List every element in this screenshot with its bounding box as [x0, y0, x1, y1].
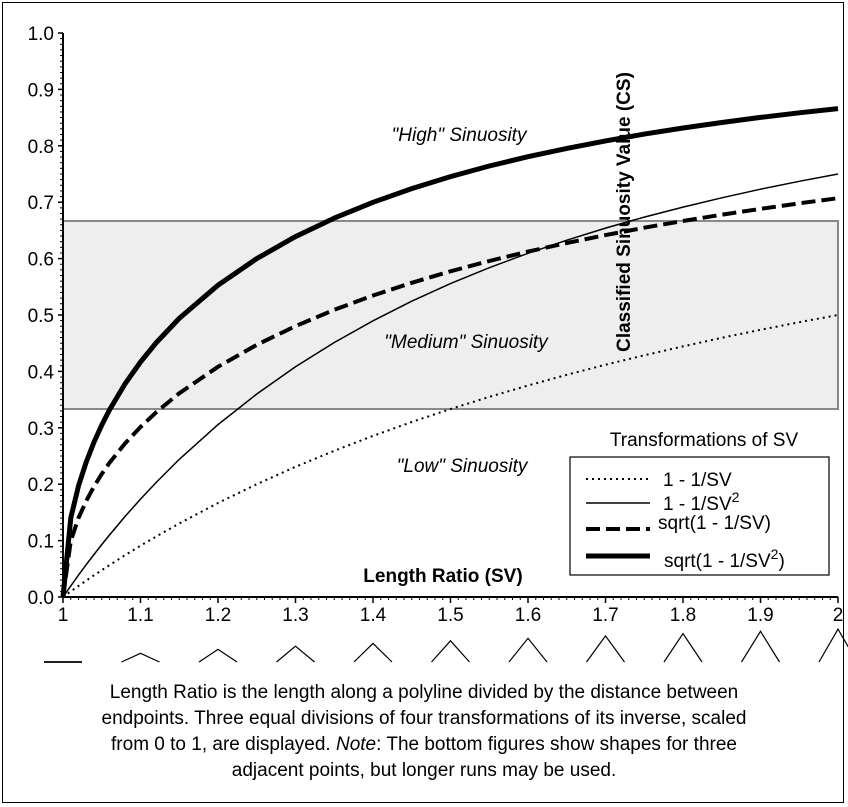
- legend-item-3: sqrt(1 - 1/SV): [658, 513, 771, 534]
- series-line-thin: [62, 173, 839, 598]
- shape-figure: [586, 634, 625, 663]
- y-tick-label: 0.6: [28, 250, 54, 271]
- legend-item-2: 1 - 1/SV2: [663, 489, 740, 515]
- caption-line-4: adjacent points, but longer runs may be …: [231, 760, 617, 781]
- x-tick-label: 2: [833, 605, 844, 626]
- series-layer: [60, 106, 839, 598]
- caption-line-3: from 0 to 1, are displayed. Note: The bo…: [111, 734, 737, 755]
- sinuosity-chart: 0.0 0.1 0.2 0.3 0.4 0.5 0.6 0.7 0.8 0.9 1.0 1 1.1 1.…: [28, 24, 848, 663]
- x-axis-label: Length Ratio (SV): [363, 566, 522, 587]
- medium-band: [62, 219, 839, 411]
- y-ticks: 0.0 0.1 0.2 0.3 0.4 0.5 0.6 0.7 0.8 0.9 1.0: [28, 24, 63, 609]
- y-tick-label: 0.1: [28, 532, 54, 553]
- caption-line-1: Length Ratio is the length along a polyl…: [109, 682, 739, 703]
- x-tick-label: 1.3: [282, 605, 308, 626]
- region-label-medium: "Medium" Sinuosity: [384, 332, 549, 353]
- shape-figure: [508, 637, 548, 663]
- x-tick-label: 1: [58, 605, 69, 626]
- shape-figure: [431, 639, 470, 663]
- shape-figure: [198, 648, 238, 663]
- y-tick-label: 0.0: [28, 588, 54, 609]
- series-line-thick: [60, 106, 839, 598]
- x-tick-label: 1.2: [205, 605, 231, 626]
- x-tick-label: 1.5: [437, 605, 463, 626]
- legend-title: Transformations of SV: [610, 430, 799, 451]
- region-label-low: "Low" Sinuosity: [397, 456, 529, 477]
- y-axis-label: Classified Sinuosity Value (CS): [614, 72, 635, 352]
- x-ticks: 1 1.1 1.2 1.3 1.4 1.5 1.6 1.7 1.8 1.9 2: [58, 597, 844, 626]
- shape-figures-row: [44, 627, 848, 663]
- x-tick-label: 1.6: [515, 605, 541, 626]
- shape-figure: [818, 627, 848, 663]
- y-tick-label: 0.8: [28, 137, 54, 158]
- shape-figure: [121, 652, 160, 663]
- y-tick-label: 0.7: [28, 193, 54, 214]
- figure-caption: Length Ratio is the length along a polyl…: [20, 680, 828, 784]
- x-tick-label: 1.8: [670, 605, 696, 626]
- series-line-dotted: [62, 314, 839, 598]
- shape-figure: [353, 642, 393, 663]
- shape-figure: [740, 630, 781, 663]
- x-tick-label: 1.4: [360, 605, 387, 626]
- y-tick-label: 0.9: [28, 80, 54, 101]
- legend-item-4: sqrt(1 - 1/SV2): [664, 546, 785, 572]
- medium-sinuosity-band: [62, 219, 839, 411]
- caption-line-2: endpoints. Three equal divisions of four…: [101, 708, 747, 729]
- x-tick-label: 1.7: [592, 605, 618, 626]
- y-tick-label: 0.4: [28, 362, 55, 383]
- legend: Transformations of SV 1 - 1/SV 1 - 1/SV2…: [569, 430, 830, 576]
- shape-figure: [276, 645, 315, 663]
- y-tick-label: 1.0: [28, 24, 54, 45]
- y-tick-label: 0.5: [28, 306, 54, 327]
- caption-note: Note: [335, 734, 377, 755]
- legend-item-1: 1 - 1/SV: [663, 470, 732, 491]
- y-tick-label: 0.3: [28, 419, 54, 440]
- shape-figure: [663, 632, 703, 663]
- region-label-high: "High" Sinuosity: [392, 125, 528, 146]
- series-line-dashed: [61, 196, 839, 598]
- x-tick-label: 1.9: [747, 605, 773, 626]
- y-tick-label: 0.2: [28, 475, 54, 496]
- x-tick-label: 1.1: [127, 605, 153, 626]
